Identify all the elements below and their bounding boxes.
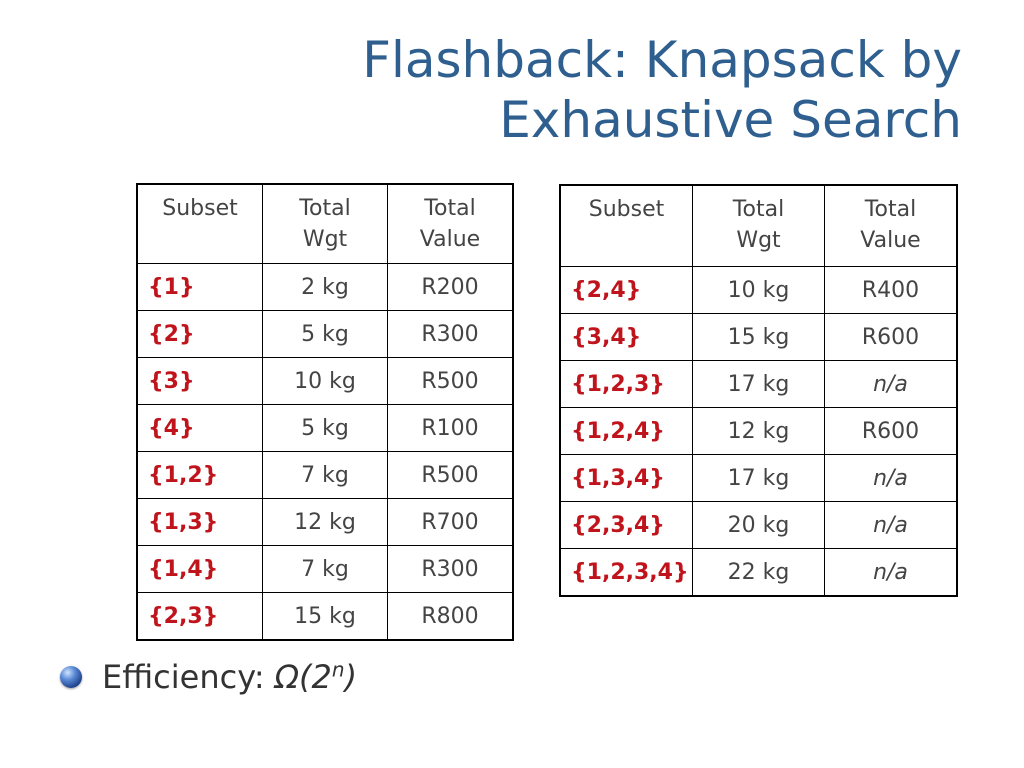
slide-title: Flashback: Knapsack by Exhaustive Search	[62, 30, 962, 150]
cell-subset: {3,4}	[559, 313, 693, 361]
cell-weight: 5 kg	[262, 310, 388, 358]
header-subset: Subset	[136, 183, 263, 264]
cell-weight: 10 kg	[692, 266, 825, 314]
formula-close: )	[344, 658, 358, 696]
subset-table-right: Subset Total Wgt Total Value {2,4} 10 kg…	[559, 184, 958, 597]
cell-weight: 17 kg	[692, 454, 825, 502]
cell-value: R300	[387, 310, 514, 358]
cell-subset: {1,2,4}	[559, 407, 693, 455]
table-row: {2,3,4} 20 kg n/a	[559, 501, 958, 549]
table-row: {1,3} 12 kg R700	[136, 498, 514, 546]
cell-value: R600	[824, 407, 958, 455]
table-header-row: Subset Total Wgt Total Value	[559, 184, 958, 267]
cell-value: n/a	[824, 548, 958, 597]
cell-subset: {1}	[136, 263, 263, 311]
cell-value: n/a	[824, 360, 958, 408]
header-total-value: Total Value	[824, 184, 958, 267]
cell-subset: {3}	[136, 357, 263, 405]
cell-subset: {2}	[136, 310, 263, 358]
cell-subset: {1,2,3,4}	[559, 548, 693, 597]
cell-weight: 7 kg	[262, 545, 388, 593]
cell-value: R500	[387, 451, 514, 499]
cell-weight: 12 kg	[262, 498, 388, 546]
cell-subset: {2,3,4}	[559, 501, 693, 549]
cell-weight: 22 kg	[692, 548, 825, 597]
cell-subset: {1,2}	[136, 451, 263, 499]
cell-weight: 10 kg	[262, 357, 388, 405]
cell-value: R300	[387, 545, 514, 593]
cell-subset: {2,4}	[559, 266, 693, 314]
table-row: {3} 10 kg R500	[136, 357, 514, 405]
table-row: {1,3,4} 17 kg n/a	[559, 454, 958, 502]
cell-value: n/a	[824, 501, 958, 549]
cell-weight: 20 kg	[692, 501, 825, 549]
table-row: {2,4} 10 kg R400	[559, 266, 958, 314]
table-header-row: Subset Total Wgt Total Value	[136, 183, 514, 264]
table-row: {3,4} 15 kg R600	[559, 313, 958, 361]
header-total-value: Total Value	[387, 183, 514, 264]
efficiency-bullet: Efficiency: Ω(2n)	[60, 658, 357, 696]
cell-weight: 15 kg	[262, 592, 388, 641]
sphere-bullet-icon	[60, 666, 82, 688]
table-row: {1} 2 kg R200	[136, 263, 514, 311]
header-subset: Subset	[559, 184, 693, 267]
cell-subset: {1,3,4}	[559, 454, 693, 502]
header-total-wgt: Total Wgt	[692, 184, 825, 267]
cell-value: R700	[387, 498, 514, 546]
formula-exponent: n	[331, 657, 345, 682]
cell-weight: 17 kg	[692, 360, 825, 408]
cell-subset: {1,2,3}	[559, 360, 693, 408]
formula-base: Ω(2	[274, 658, 332, 696]
table-row: {1,2,3} 17 kg n/a	[559, 360, 958, 408]
table-row: {1,4} 7 kg R300	[136, 545, 514, 593]
cell-value: R100	[387, 404, 514, 452]
table-row: {1,2,4} 12 kg R600	[559, 407, 958, 455]
cell-value: R500	[387, 357, 514, 405]
cell-subset: {1,4}	[136, 545, 263, 593]
cell-value: R800	[387, 592, 514, 641]
cell-value: R400	[824, 266, 958, 314]
header-total-wgt: Total Wgt	[262, 183, 388, 264]
cell-weight: 5 kg	[262, 404, 388, 452]
cell-value: n/a	[824, 454, 958, 502]
efficiency-label: Efficiency:	[102, 658, 265, 696]
cell-value: R600	[824, 313, 958, 361]
table-row: {1,2} 7 kg R500	[136, 451, 514, 499]
cell-subset: {1,3}	[136, 498, 263, 546]
cell-value: R200	[387, 263, 514, 311]
cell-subset: {2,3}	[136, 592, 263, 641]
table-row: {1,2,3,4} 22 kg n/a	[559, 548, 958, 597]
table-row: {4} 5 kg R100	[136, 404, 514, 452]
cell-weight: 12 kg	[692, 407, 825, 455]
cell-weight: 15 kg	[692, 313, 825, 361]
subset-table-left: Subset Total Wgt Total Value {1} 2 kg R2…	[136, 183, 514, 641]
table-row: {2,3} 15 kg R800	[136, 592, 514, 641]
table-row: {2} 5 kg R300	[136, 310, 514, 358]
cell-weight: 2 kg	[262, 263, 388, 311]
slide-title-line-2: Exhaustive Search	[499, 91, 962, 149]
cell-weight: 7 kg	[262, 451, 388, 499]
slide-title-line-1: Flashback: Knapsack by	[362, 31, 962, 89]
cell-subset: {4}	[136, 404, 263, 452]
efficiency-formula: Ω(2n)	[275, 658, 357, 696]
